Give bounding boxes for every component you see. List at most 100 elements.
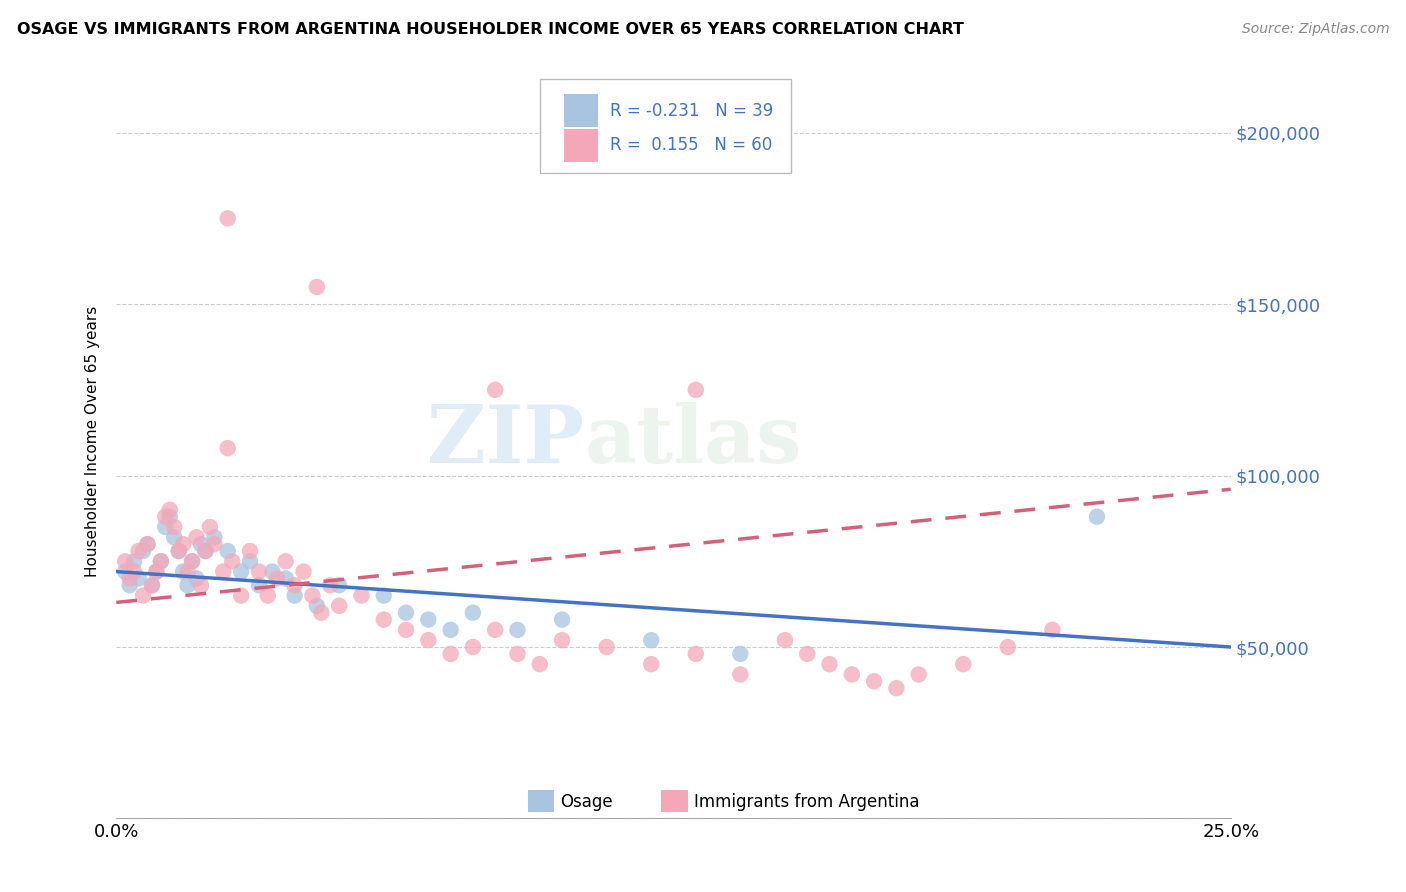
Point: [190, 578, 212, 592]
Point: [128, 571, 150, 585]
Point: [217, 544, 239, 558]
Point: [212, 565, 235, 579]
Point: [172, 565, 194, 579]
Point: [145, 565, 167, 579]
Point: [730, 667, 752, 681]
Point: [136, 537, 159, 551]
Point: [163, 530, 186, 544]
Point: [373, 589, 395, 603]
Point: [292, 565, 315, 579]
Text: Osage: Osage: [560, 793, 613, 811]
FancyBboxPatch shape: [661, 789, 688, 813]
Point: [395, 623, 418, 637]
Point: [256, 589, 278, 603]
Point: [181, 554, 204, 568]
Point: [114, 554, 136, 568]
Point: [305, 280, 328, 294]
Point: [167, 544, 190, 558]
Point: [284, 578, 307, 592]
Point: [149, 554, 172, 568]
Point: [155, 509, 177, 524]
Point: [194, 544, 217, 558]
Point: [350, 589, 373, 603]
Point: [262, 565, 284, 579]
Point: [484, 623, 506, 637]
Point: [136, 537, 159, 551]
Point: [132, 544, 155, 558]
Point: [484, 383, 506, 397]
Point: [319, 578, 342, 592]
Point: [141, 578, 163, 592]
Point: [640, 633, 662, 648]
Point: [186, 530, 208, 544]
Point: [439, 623, 461, 637]
Point: [506, 623, 529, 637]
Point: [176, 578, 198, 592]
FancyBboxPatch shape: [564, 94, 598, 128]
Point: [439, 647, 461, 661]
Point: [305, 599, 328, 613]
Point: [190, 537, 212, 551]
Point: [159, 503, 181, 517]
Point: [886, 681, 908, 695]
Point: [311, 606, 333, 620]
Point: [907, 667, 929, 681]
Point: [461, 640, 484, 654]
Point: [461, 606, 484, 620]
Point: [773, 633, 796, 648]
Point: [141, 578, 163, 592]
Point: [418, 633, 440, 648]
Text: Immigrants from Argentina: Immigrants from Argentina: [693, 793, 920, 811]
Point: [181, 554, 204, 568]
Point: [202, 530, 225, 544]
Point: [217, 211, 239, 226]
Point: [132, 589, 155, 603]
Point: [395, 606, 418, 620]
Point: [266, 571, 288, 585]
Point: [239, 544, 262, 558]
Point: [114, 565, 136, 579]
Point: [685, 647, 707, 661]
Point: [863, 674, 886, 689]
Point: [640, 657, 662, 672]
Point: [595, 640, 617, 654]
Point: [284, 589, 307, 603]
FancyBboxPatch shape: [564, 128, 598, 162]
Point: [163, 520, 186, 534]
Point: [274, 571, 297, 585]
Point: [172, 537, 194, 551]
Point: [274, 554, 297, 568]
Point: [247, 565, 270, 579]
Point: [194, 544, 217, 558]
Point: [122, 554, 145, 568]
FancyBboxPatch shape: [540, 79, 790, 173]
Point: [328, 599, 350, 613]
Point: [1085, 509, 1108, 524]
Text: ZIP: ZIP: [427, 402, 585, 480]
Point: [186, 571, 208, 585]
Point: [551, 613, 574, 627]
Point: [149, 554, 172, 568]
Point: [202, 537, 225, 551]
Y-axis label: Householder Income Over 65 years: Householder Income Over 65 years: [86, 306, 100, 577]
Point: [155, 520, 177, 534]
Text: R =  0.155   N = 60: R = 0.155 N = 60: [610, 136, 772, 154]
Point: [118, 578, 141, 592]
Point: [818, 657, 841, 672]
Point: [229, 565, 252, 579]
Point: [551, 633, 574, 648]
Text: R = -0.231   N = 39: R = -0.231 N = 39: [610, 102, 773, 120]
Point: [176, 565, 198, 579]
Point: [198, 520, 221, 534]
Point: [118, 571, 141, 585]
Point: [997, 640, 1019, 654]
Point: [730, 647, 752, 661]
Point: [159, 509, 181, 524]
Text: OSAGE VS IMMIGRANTS FROM ARGENTINA HOUSEHOLDER INCOME OVER 65 YEARS CORRELATION : OSAGE VS IMMIGRANTS FROM ARGENTINA HOUSE…: [17, 22, 963, 37]
Point: [221, 554, 243, 568]
Text: atlas: atlas: [585, 402, 801, 480]
FancyBboxPatch shape: [527, 789, 554, 813]
Point: [529, 657, 551, 672]
Point: [373, 613, 395, 627]
Point: [506, 647, 529, 661]
